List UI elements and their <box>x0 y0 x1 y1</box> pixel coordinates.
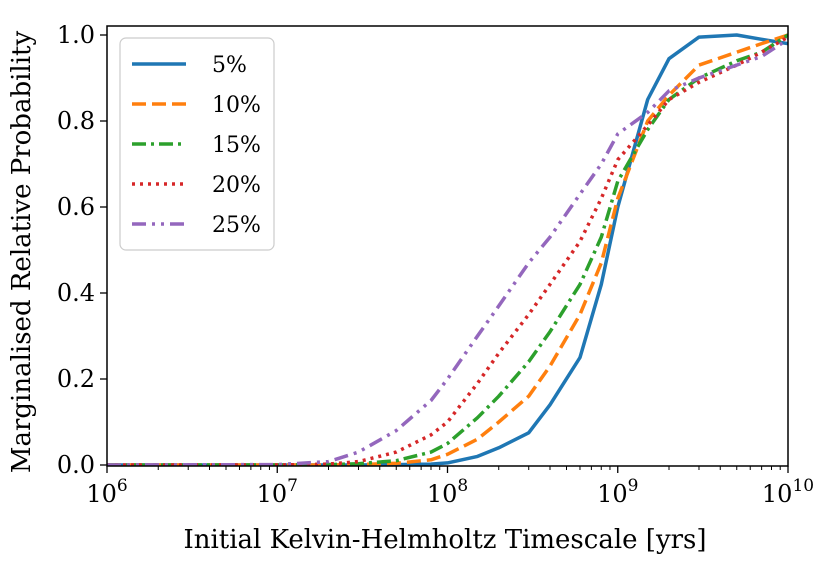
y-tick-label-1.0: 1.0 <box>57 21 95 49</box>
x-axis-title: Initial Kelvin-Helmholtz Timescale [yrs] <box>183 525 706 555</box>
series-line-25pct <box>107 37 788 466</box>
series-layer <box>107 33 788 466</box>
legend-label-15pct: 15% <box>212 133 261 158</box>
legend-label-20pct: 20% <box>212 173 261 198</box>
y-axis-title: Marginalised Relative Probability <box>7 31 37 474</box>
axes: 106 107 108 109 1010 0.0 0.2 0.4 0.6 0.8 1.0 <box>57 21 814 508</box>
x-tick-label-9: 109 <box>597 476 638 508</box>
legend: 5% 10% 15% 20% 25% <box>119 37 275 251</box>
series-line-20pct <box>107 35 788 466</box>
legend-label-5pct: 5% <box>212 53 247 78</box>
y-tick-label-0.8: 0.8 <box>57 107 95 135</box>
legend-label-10pct: 10% <box>212 93 261 118</box>
series-line-10pct <box>107 33 788 466</box>
y-tick-label-0.4: 0.4 <box>57 279 95 307</box>
legend-label-25pct: 25% <box>212 213 261 238</box>
series-line-5pct <box>107 33 788 466</box>
y-tick-label-0.0: 0.0 <box>57 451 95 479</box>
x-tick-label-6: 106 <box>86 476 127 508</box>
legend-box <box>119 37 275 251</box>
x-tick-label-8: 108 <box>427 476 468 508</box>
y-tick-label-0.2: 0.2 <box>57 365 95 393</box>
x-tick-label-10: 1010 <box>762 476 814 508</box>
x-tick-label-7: 107 <box>257 476 298 508</box>
y-tick-label-0.6: 0.6 <box>57 193 95 221</box>
